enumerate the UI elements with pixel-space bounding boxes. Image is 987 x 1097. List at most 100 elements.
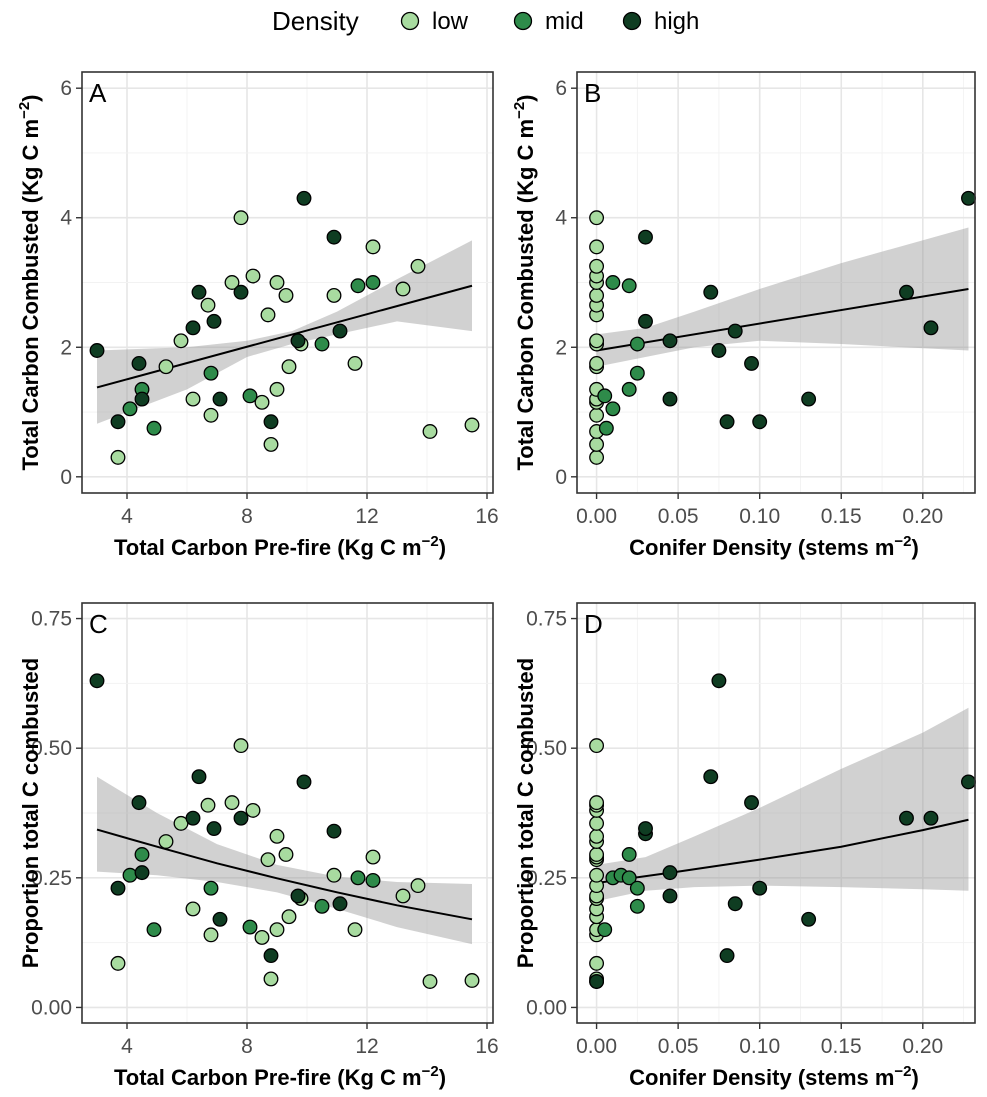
point-low <box>589 356 605 371</box>
x-tick-label: 0.00 <box>576 1035 617 1058</box>
y-tick-label: 0.00 <box>526 996 567 1019</box>
fit-line <box>96 828 473 921</box>
point-low <box>589 436 605 452</box>
point-low <box>245 268 261 284</box>
point-high <box>752 880 768 896</box>
x-tick-label: 0.20 <box>902 505 943 528</box>
point-high <box>191 284 207 300</box>
point-high <box>711 343 727 358</box>
grid <box>577 72 975 493</box>
legend-item-high: high <box>622 8 699 35</box>
axes: 0.00 0.05 0.10 0.15 0.20 0 2 4 6 <box>555 77 943 528</box>
x-tick-label: 0.05 <box>658 1035 699 1058</box>
axes: 4 8 12 16 0.00 0.25 0.50 0.75 <box>31 608 499 1058</box>
point-mid <box>146 922 162 938</box>
point-high <box>638 313 653 329</box>
point-mid <box>597 388 613 404</box>
y-tick-label: 0.75 <box>526 608 567 631</box>
x-tick-label: 12 <box>355 505 378 528</box>
point-low <box>410 878 426 894</box>
point-high <box>233 284 249 300</box>
point-low <box>185 901 201 917</box>
point-low <box>173 333 189 349</box>
point-high <box>719 948 735 964</box>
points <box>89 190 480 465</box>
point-high <box>296 774 312 790</box>
point-mid <box>122 401 138 417</box>
panel-b: 0.00 0.05 0.10 0.15 0.20 0 2 4 6 B Conifer Density… <box>511 71 976 560</box>
point-low <box>110 449 126 465</box>
point-low <box>263 971 279 987</box>
point-low <box>269 828 285 844</box>
x-tick-label: 0.05 <box>658 505 699 528</box>
legend-item-low: low <box>400 8 469 35</box>
point-high <box>296 190 312 206</box>
y-tick-label: 4 <box>60 207 72 230</box>
point-high <box>589 974 605 989</box>
point-high <box>326 229 342 245</box>
x-tick-label: 0.10 <box>739 505 780 528</box>
y-axis-title: Proportion total C combusted <box>513 658 538 968</box>
point-low <box>589 210 605 226</box>
x-tick-label: 0.20 <box>902 1035 943 1058</box>
point-high <box>290 333 306 349</box>
point-low <box>589 449 605 465</box>
x-tick-label: 0.00 <box>576 505 617 528</box>
point-mid <box>365 872 381 888</box>
point-low <box>422 974 438 989</box>
point-high <box>185 320 201 336</box>
point-low <box>347 922 363 938</box>
point-mid <box>605 401 621 417</box>
legend-item-mid: mid <box>513 8 584 35</box>
point-low <box>365 239 381 255</box>
y-tick-label: 0.50 <box>526 737 567 760</box>
point-mid <box>365 275 381 290</box>
point-low <box>260 852 276 868</box>
point-low <box>203 927 219 943</box>
x-tick-label: 8 <box>241 1035 253 1058</box>
point-mid <box>350 278 366 294</box>
point-high <box>744 356 759 371</box>
point-low <box>263 436 279 452</box>
confidence-ribbon <box>596 707 969 902</box>
point-mid <box>598 420 614 436</box>
points <box>589 190 976 465</box>
panel-c: 4 8 12 16 0.00 0.25 0.50 0.75 C Total Carbon Pre-… <box>18 602 499 1090</box>
point-high <box>206 313 222 329</box>
legend-swatch-high <box>622 11 642 31</box>
point-low <box>589 288 605 303</box>
point-high <box>326 823 342 839</box>
point-high <box>89 673 105 689</box>
legend: Density low mid high <box>272 6 699 36</box>
point-high <box>711 673 727 689</box>
grid <box>82 72 493 493</box>
point-high <box>961 774 976 790</box>
point-mid <box>621 847 637 862</box>
fit-line <box>96 284 473 389</box>
x-tick-label: 16 <box>475 505 498 528</box>
point-low <box>200 797 216 813</box>
x-axis-title: Total Carbon Pre-fire (Kg C m−2) <box>114 533 446 560</box>
point-high <box>134 865 150 881</box>
point-low <box>589 815 605 831</box>
panel-border <box>81 602 494 1024</box>
point-high <box>110 414 126 430</box>
point-high <box>263 414 279 430</box>
point-mid <box>314 898 330 914</box>
y-tick-label: 6 <box>555 77 567 100</box>
point-mid <box>203 365 219 381</box>
point-mid <box>605 275 621 290</box>
x-tick-label: 16 <box>475 1035 498 1058</box>
point-mid <box>629 880 645 896</box>
point-low <box>158 834 174 849</box>
point-mid <box>134 847 150 862</box>
point-low <box>589 867 605 883</box>
x-axis-title: Total Carbon Pre-fire (Kg C m−2) <box>114 1063 446 1090</box>
point-high <box>206 821 222 837</box>
point-high <box>638 821 653 837</box>
point-high <box>662 391 678 407</box>
point-mid <box>621 381 637 397</box>
point-high <box>923 320 939 336</box>
point-low <box>395 888 411 904</box>
